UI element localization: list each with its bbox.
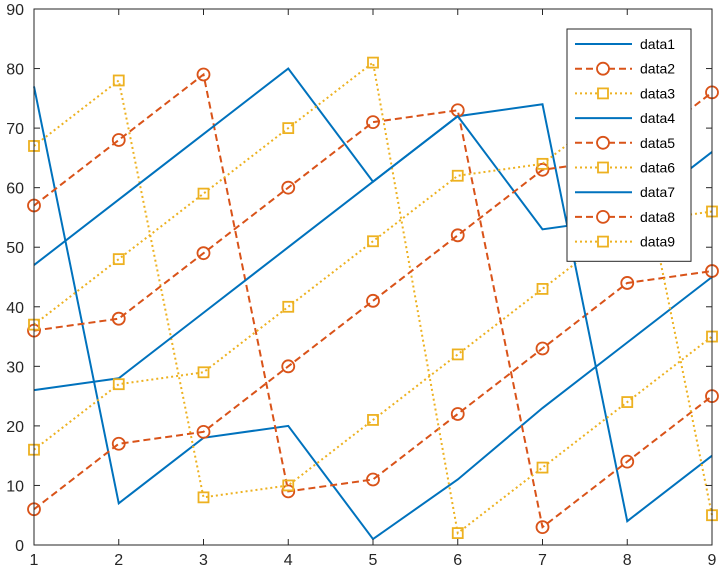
data-point [111, 436, 126, 451]
x-tick-label: 9 [708, 552, 717, 569]
data-point [366, 293, 380, 308]
x-tick-label: 7 [538, 552, 547, 569]
y-tick-label: 40 [6, 300, 24, 317]
data-point [197, 491, 210, 504]
data-point [281, 359, 296, 374]
legend-marker [596, 209, 610, 224]
legend-item-data8: data8 [575, 209, 675, 225]
data-point [621, 396, 634, 408]
legend-label: data5 [640, 135, 675, 151]
x-tick-label: 8 [623, 552, 632, 569]
series-line [33, 60, 713, 535]
x-tick-label: 2 [114, 552, 123, 569]
legend-label: data8 [640, 209, 675, 225]
data-point [196, 67, 211, 82]
data-point [282, 479, 295, 492]
legend-label: data9 [640, 234, 675, 250]
y-tick-label: 20 [6, 419, 24, 436]
data-point [111, 311, 126, 326]
data-point [450, 228, 465, 243]
y-tick-label: 0 [15, 538, 24, 555]
legend-label: data6 [640, 160, 675, 176]
data-point [196, 424, 211, 439]
x-tick-label: 3 [199, 552, 208, 569]
data-point [451, 527, 464, 539]
y-tick-label: 80 [6, 62, 24, 79]
y-tick-label: 60 [6, 181, 24, 198]
legend-item-data6: data6 [575, 160, 675, 176]
x-tick-label: 4 [284, 552, 293, 569]
legend-item-data9: data9 [575, 234, 675, 250]
data-point [112, 74, 125, 87]
legend-label: data3 [640, 85, 675, 101]
data-point [535, 520, 550, 535]
x-tick-label: 6 [453, 552, 462, 569]
x-tick-label: 5 [369, 552, 378, 569]
data-point [535, 162, 550, 177]
y-tick-label: 10 [6, 478, 24, 495]
legend-item-data5: data5 [575, 135, 675, 151]
y-tick-label: 70 [6, 121, 24, 138]
legend-item-data4: data4 [575, 110, 675, 126]
legend-marker [596, 135, 610, 150]
series-line [33, 91, 713, 511]
legend-label: data2 [640, 61, 675, 77]
data-point [366, 115, 380, 130]
data-point [620, 454, 635, 469]
data-point [536, 157, 549, 170]
series-line [33, 109, 713, 529]
data-point [620, 276, 635, 290]
legend-label: data4 [640, 110, 675, 126]
data-point [451, 169, 464, 182]
legend: data1 data2 data3 data4 data5 data6 data7 data8… [566, 28, 692, 262]
legend-marker [596, 61, 610, 76]
data-point [197, 187, 210, 200]
legend-label: data7 [640, 184, 675, 200]
data-point [535, 341, 550, 356]
y-tick-label: 30 [6, 359, 24, 376]
legend-item-data1: data1 [575, 36, 675, 52]
data-point [111, 133, 126, 147]
legend-marker [597, 87, 609, 100]
y-tick-label: 90 [6, 2, 24, 19]
data-point [112, 253, 125, 266]
data-point [282, 300, 295, 313]
data-point [281, 484, 296, 499]
data-point [367, 414, 379, 426]
data-point [536, 283, 549, 295]
data-point [196, 246, 211, 261]
data-point [197, 366, 210, 379]
data-point [281, 180, 296, 195]
data-point [367, 235, 379, 248]
data-point [451, 348, 464, 361]
x-tick-label: 1 [30, 552, 39, 569]
data-point [536, 461, 549, 474]
data-point [366, 472, 380, 487]
series-data6 [28, 56, 718, 539]
legend-item-data7: data7 [575, 184, 675, 200]
legend-marker [597, 161, 609, 174]
data-point [282, 122, 295, 135]
legend-marker [597, 235, 609, 248]
data-point [112, 378, 125, 391]
legend-item-data3: data3 [575, 85, 675, 101]
legend-item-data2: data2 [575, 61, 675, 77]
y-tick-label: 50 [6, 240, 24, 257]
data-point [450, 407, 465, 421]
legend-label: data1 [640, 36, 675, 52]
data-point [367, 56, 379, 69]
